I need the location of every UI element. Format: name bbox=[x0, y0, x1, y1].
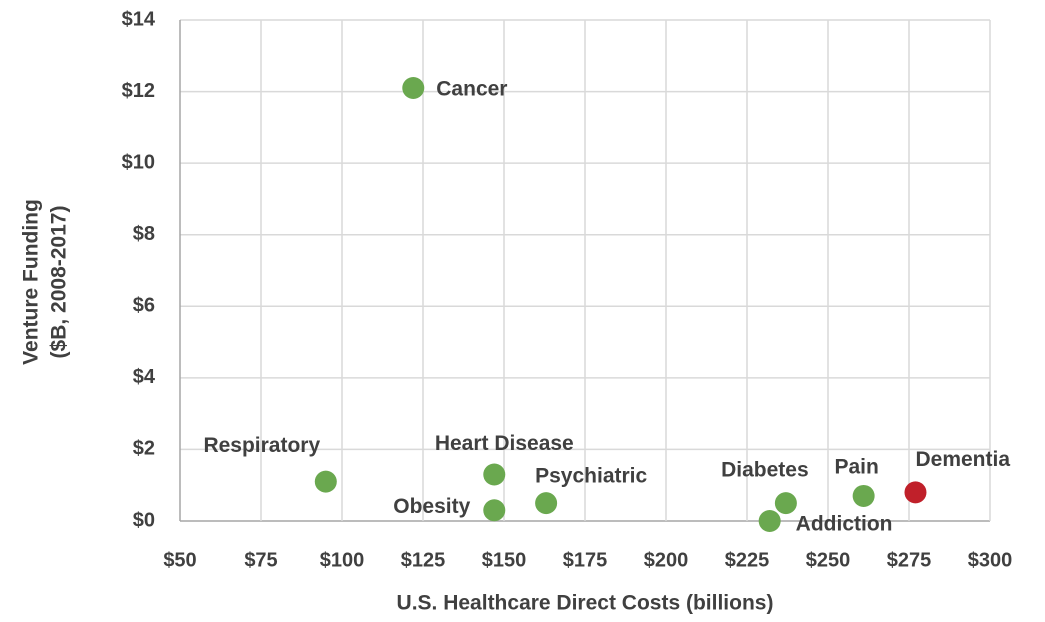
y-tick-label: $2 bbox=[133, 438, 155, 460]
y-tick-label: $14 bbox=[122, 8, 156, 30]
y-axis-title: ($B, 2008-2017) bbox=[48, 206, 71, 359]
y-tick-label: $10 bbox=[122, 151, 155, 173]
x-tick-label: $275 bbox=[887, 549, 932, 571]
x-tick-label: $225 bbox=[725, 549, 770, 571]
x-tick-label: $250 bbox=[806, 549, 851, 571]
point-label: Cancer bbox=[436, 78, 507, 101]
x-tick-label: $300 bbox=[968, 549, 1013, 571]
point bbox=[402, 76, 425, 99]
point-label: Obesity bbox=[393, 495, 470, 518]
point bbox=[314, 470, 337, 493]
point bbox=[758, 510, 781, 532]
point bbox=[483, 499, 506, 522]
y-tick-label: $0 bbox=[133, 509, 155, 531]
point bbox=[774, 492, 797, 515]
point-label: Pain bbox=[834, 455, 878, 478]
point-label: Psychiatric bbox=[535, 465, 647, 488]
point-label: Heart Disease bbox=[435, 432, 574, 455]
point bbox=[852, 484, 875, 507]
point-label: Addiction bbox=[796, 513, 893, 536]
x-tick-label: $50 bbox=[163, 549, 196, 571]
point-label: Respiratory bbox=[203, 434, 320, 457]
x-tick-label: $150 bbox=[482, 549, 527, 571]
y-tick-label: $12 bbox=[122, 80, 155, 102]
y-axis-title: Venture Funding bbox=[20, 199, 43, 365]
x-axis-title: U.S. Healthcare Direct Costs (billions) bbox=[397, 592, 774, 615]
y-tick-label: $8 bbox=[133, 223, 155, 245]
x-tick-label: $200 bbox=[644, 549, 689, 571]
point bbox=[904, 481, 927, 504]
point-label: Dementia bbox=[915, 448, 1010, 471]
x-tick-label: $175 bbox=[563, 549, 608, 571]
point-label: Diabetes bbox=[721, 459, 809, 482]
y-tick-label: $6 bbox=[133, 295, 155, 317]
point bbox=[483, 463, 506, 486]
y-tick-label: $4 bbox=[133, 366, 156, 388]
x-tick-label: $100 bbox=[320, 549, 365, 571]
point bbox=[535, 492, 558, 515]
x-tick-label: $75 bbox=[244, 549, 277, 571]
x-tick-label: $125 bbox=[401, 549, 446, 571]
